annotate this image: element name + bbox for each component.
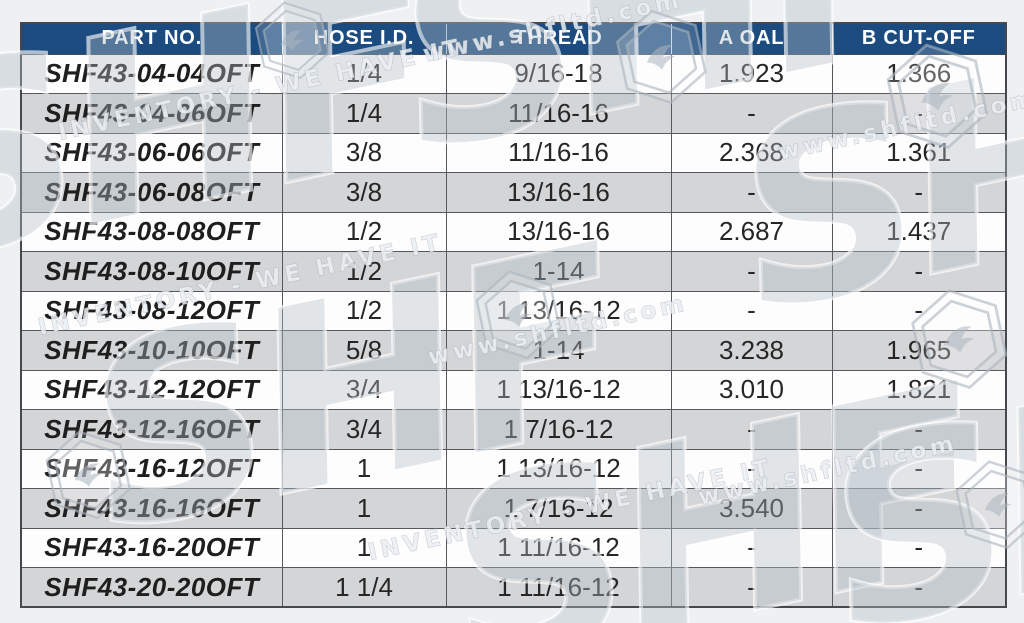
column-header-hose-id: HOSE I.D. xyxy=(281,23,446,55)
b-cut-off-cell: 1.965 xyxy=(831,330,1007,371)
column-header-a-oal: A OAL xyxy=(670,23,832,55)
part-no-cell: SHF43-04-04OFT xyxy=(20,53,283,94)
table-row: SHF43-20-20OFT 1 1/4 1 11/16-12 - - xyxy=(20,567,1007,608)
hose-fitting-spec-table: PART NO. HOSE I.D. THREAD A OAL B CUT-OF… xyxy=(20,22,1007,608)
part-no-cell: SHF43-04-06OFT xyxy=(20,93,283,134)
b-cut-off-cell: - xyxy=(831,409,1007,450)
b-cut-off-cell: 1.366 xyxy=(831,53,1007,94)
table-row: SHF43-12-12OFT 3/4 1 13/16-12 3.010 1.82… xyxy=(20,369,1007,410)
part-no-cell: SHF43-06-08OFT xyxy=(20,172,283,213)
part-no-cell: SHF43-06-06OFT xyxy=(20,132,283,173)
table-row: SHF43-06-08OFT 3/8 13/16-16 - - xyxy=(20,172,1007,213)
part-no-cell: SHF43-16-12OFT xyxy=(20,448,283,489)
hose-id-cell: 1 xyxy=(281,488,447,529)
a-oal-cell: 2.687 xyxy=(670,211,833,252)
hose-id-cell: 1 1/4 xyxy=(281,567,447,608)
b-cut-off-cell: - xyxy=(831,488,1007,529)
b-cut-off-cell: - xyxy=(831,290,1007,331)
table-row: SHF43-12-16OFT 3/4 1 7/16-12 - - xyxy=(20,409,1007,450)
thread-cell: 1 11/16-12 xyxy=(445,527,672,568)
part-no-cell: SHF43-12-16OFT xyxy=(20,409,283,450)
thread-cell: 1 13/16-12 xyxy=(445,290,672,331)
thread-cell: 13/16-16 xyxy=(445,211,672,252)
part-no-cell: SHF43-20-20OFT xyxy=(20,567,283,608)
part-no-cell: SHF43-08-08OFT xyxy=(20,211,283,252)
hose-id-cell: 5/8 xyxy=(281,330,447,371)
a-oal-cell: - xyxy=(670,409,833,450)
thread-cell: 9/16-18 xyxy=(445,53,672,94)
part-no-cell: SHF43-10-10OFT xyxy=(20,330,283,371)
thread-cell: 1 7/16-12 xyxy=(445,409,672,450)
table-row: SHF43-04-04OFT 1/4 9/16-18 1.923 1.366 xyxy=(20,53,1007,94)
thread-cell: 1 7/16-12 xyxy=(445,488,672,529)
column-header-part-no: PART NO. xyxy=(21,23,282,55)
thread-cell: 11/16-16 xyxy=(445,93,672,134)
hose-id-cell: 1 xyxy=(281,448,447,489)
b-cut-off-cell: - xyxy=(831,172,1007,213)
a-oal-cell: - xyxy=(670,527,833,568)
table-row: SHF43-16-12OFT 1 1 13/16-12 - - xyxy=(20,448,1007,489)
table-row: SHF43-08-10OFT 1/2 1-14 - - xyxy=(20,251,1007,292)
hose-id-cell: 3/4 xyxy=(281,369,447,410)
table-row: SHF43-16-20OFT 1 1 11/16-12 - - xyxy=(20,527,1007,568)
b-cut-off-cell: - xyxy=(831,567,1007,608)
thread-cell: 1-14 xyxy=(445,330,672,371)
hose-id-cell: 3/8 xyxy=(281,132,447,173)
table-row: SHF43-16-16OFT 1 1 7/16-12 3.540 - xyxy=(20,488,1007,529)
b-cut-off-cell: - xyxy=(831,527,1007,568)
b-cut-off-cell: 1.361 xyxy=(831,132,1007,173)
hose-id-cell: 3/8 xyxy=(281,172,447,213)
column-header-b-cut-off: B CUT-OFF xyxy=(831,23,1006,55)
column-header-thread: THREAD xyxy=(445,23,671,55)
thread-cell: 11/16-16 xyxy=(445,132,672,173)
b-cut-off-cell: 1.821 xyxy=(831,369,1007,410)
thread-cell: 1 11/16-12 xyxy=(445,567,672,608)
thread-cell: 1 13/16-12 xyxy=(445,369,672,410)
part-no-cell: SHF43-16-16OFT xyxy=(20,488,283,529)
table-header-row: PART NO. HOSE I.D. THREAD A OAL B CUT-OF… xyxy=(21,23,1006,55)
a-oal-cell: - xyxy=(670,290,833,331)
table-row: SHF43-04-06OFT 1/4 11/16-16 - - xyxy=(20,93,1007,134)
a-oal-cell: - xyxy=(670,172,833,213)
hose-id-cell: 1 xyxy=(281,527,447,568)
part-no-cell: SHF43-16-20OFT xyxy=(20,527,283,568)
a-oal-cell: 1.923 xyxy=(670,53,833,94)
b-cut-off-cell: - xyxy=(831,93,1007,134)
a-oal-cell: - xyxy=(670,251,833,292)
thread-cell: 13/16-16 xyxy=(445,172,672,213)
table-row: SHF43-08-08OFT 1/2 13/16-16 2.687 1.437 xyxy=(20,211,1007,252)
table-row: SHF43-06-06OFT 3/8 11/16-16 2.368 1.361 xyxy=(20,132,1007,173)
part-no-cell: SHF43-08-10OFT xyxy=(20,251,283,292)
part-no-cell: SHF43-08-12OFT xyxy=(20,290,283,331)
b-cut-off-cell: 1.437 xyxy=(831,211,1007,252)
b-cut-off-cell: - xyxy=(831,251,1007,292)
a-oal-cell: 3.540 xyxy=(670,488,833,529)
hose-id-cell: 1/2 xyxy=(281,251,447,292)
a-oal-cell: - xyxy=(670,93,833,134)
hose-id-cell: 1/2 xyxy=(281,211,447,252)
part-no-cell: SHF43-12-12OFT xyxy=(20,369,283,410)
b-cut-off-cell: - xyxy=(831,448,1007,489)
hose-id-cell: 1/2 xyxy=(281,290,447,331)
a-oal-cell: - xyxy=(670,567,833,608)
a-oal-cell: 3.238 xyxy=(670,330,833,371)
hose-id-cell: 1/4 xyxy=(281,53,447,94)
thread-cell: 1 13/16-12 xyxy=(445,448,672,489)
table-row: SHF43-08-12OFT 1/2 1 13/16-12 - - xyxy=(20,290,1007,331)
table-row: SHF43-10-10OFT 5/8 1-14 3.238 1.965 xyxy=(20,330,1007,371)
a-oal-cell: - xyxy=(670,448,833,489)
hose-id-cell: 3/4 xyxy=(281,409,447,450)
a-oal-cell: 2.368 xyxy=(670,132,833,173)
hose-id-cell: 1/4 xyxy=(281,93,447,134)
a-oal-cell: 3.010 xyxy=(670,369,833,410)
thread-cell: 1-14 xyxy=(445,251,672,292)
